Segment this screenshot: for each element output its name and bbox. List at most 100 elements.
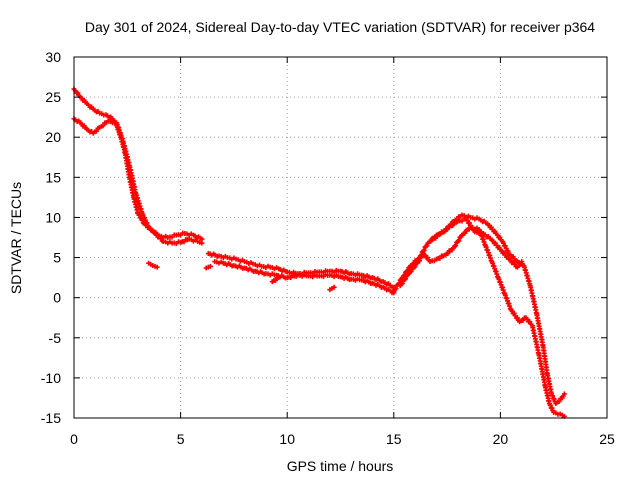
data-point — [433, 253, 446, 262]
data-point — [482, 243, 494, 264]
y-tick-label: 10 — [45, 209, 61, 225]
data-point — [529, 323, 541, 356]
data-point — [126, 162, 138, 195]
data-point — [493, 230, 504, 243]
data-point — [250, 261, 262, 269]
y-tick-label: -15 — [41, 410, 61, 426]
series-track-h — [146, 260, 337, 293]
data-point — [161, 239, 173, 246]
data-point — [544, 371, 554, 395]
data-point — [259, 263, 271, 271]
data-point — [521, 263, 533, 287]
data-point — [242, 259, 254, 267]
x-tick-label: 10 — [279, 431, 295, 447]
y-axis-label: SDTVAR / TECUs — [8, 182, 24, 294]
data-point — [450, 234, 464, 251]
data-point — [540, 343, 550, 376]
data-point — [186, 236, 199, 244]
series-track-c — [205, 251, 397, 290]
y-tick-label: 20 — [45, 129, 61, 145]
data-point — [406, 261, 419, 277]
y-tick-label: 0 — [53, 290, 61, 306]
data-point — [497, 247, 511, 260]
data-point — [391, 276, 404, 294]
data-point — [178, 237, 190, 245]
y-tick-label: 25 — [45, 89, 61, 105]
data-point — [359, 272, 374, 281]
series-track-b — [71, 116, 205, 247]
data-point — [508, 307, 522, 323]
data-point — [500, 239, 511, 254]
x-tick-label: 15 — [386, 431, 402, 447]
data-point — [205, 251, 220, 259]
data-point — [207, 263, 213, 269]
data-point — [536, 351, 548, 388]
data-point — [480, 230, 493, 242]
data-point — [519, 259, 525, 265]
data-point — [489, 237, 502, 251]
data-point — [348, 271, 363, 278]
data-point — [442, 247, 455, 258]
data-point — [263, 271, 277, 278]
data-point — [199, 240, 205, 246]
x-tick-label: 5 — [177, 431, 185, 447]
data-point — [331, 284, 337, 290]
data-point — [97, 110, 107, 118]
y-tick-label: 15 — [45, 169, 61, 185]
series-track-f — [397, 224, 567, 419]
data-point — [427, 258, 437, 265]
axis-ticks — [73, 56, 608, 419]
data-point — [114, 120, 125, 142]
series-track-a — [71, 86, 205, 242]
data-point — [77, 94, 89, 105]
data-point — [295, 272, 309, 279]
data-point — [527, 283, 539, 316]
data-point — [152, 230, 165, 244]
data-point — [542, 383, 552, 404]
data-point — [242, 265, 256, 274]
data-point — [523, 315, 534, 327]
y-tick-label: 5 — [53, 250, 61, 266]
data-point — [561, 391, 567, 397]
data-point — [369, 275, 384, 285]
x-axis-label: GPS time / hours — [287, 458, 394, 474]
data-point — [182, 230, 194, 238]
x-tick-label: 20 — [493, 431, 509, 447]
data-point — [231, 263, 246, 271]
data-point — [233, 256, 245, 264]
data-point — [133, 190, 145, 215]
tick-labels: 0 5 10 15 20 25 -15 -10 -5 0 5 10 15 20 25 30 — [41, 49, 615, 447]
data-point — [438, 225, 451, 236]
data-point — [267, 264, 280, 272]
data-point — [327, 267, 341, 275]
data-point — [276, 275, 282, 281]
data-point — [150, 263, 158, 269]
y-tick-label: 30 — [45, 49, 61, 65]
grid-lines — [74, 57, 607, 418]
y-tick-label: -10 — [41, 370, 61, 386]
data-point — [397, 272, 411, 289]
data-point — [220, 260, 235, 269]
x-tick-label: 25 — [599, 431, 615, 447]
series-track-d — [212, 259, 397, 296]
data-point — [212, 259, 224, 266]
data-point — [338, 274, 352, 283]
data-point — [468, 214, 480, 222]
data-point — [553, 396, 564, 407]
data-point — [165, 232, 177, 240]
y-tick-label: -5 — [49, 330, 62, 346]
data-point — [154, 264, 160, 270]
data-point — [514, 261, 523, 270]
plot-frame — [73, 56, 608, 419]
data-point — [489, 259, 501, 280]
series-track-e — [391, 212, 567, 407]
data-point — [190, 232, 203, 241]
data-point — [120, 138, 132, 166]
data-point — [446, 220, 459, 230]
x-tick-label: 0 — [70, 431, 78, 447]
data-point — [216, 253, 228, 261]
data-point — [252, 268, 267, 277]
data-point — [546, 401, 556, 414]
data-point — [225, 255, 237, 262]
